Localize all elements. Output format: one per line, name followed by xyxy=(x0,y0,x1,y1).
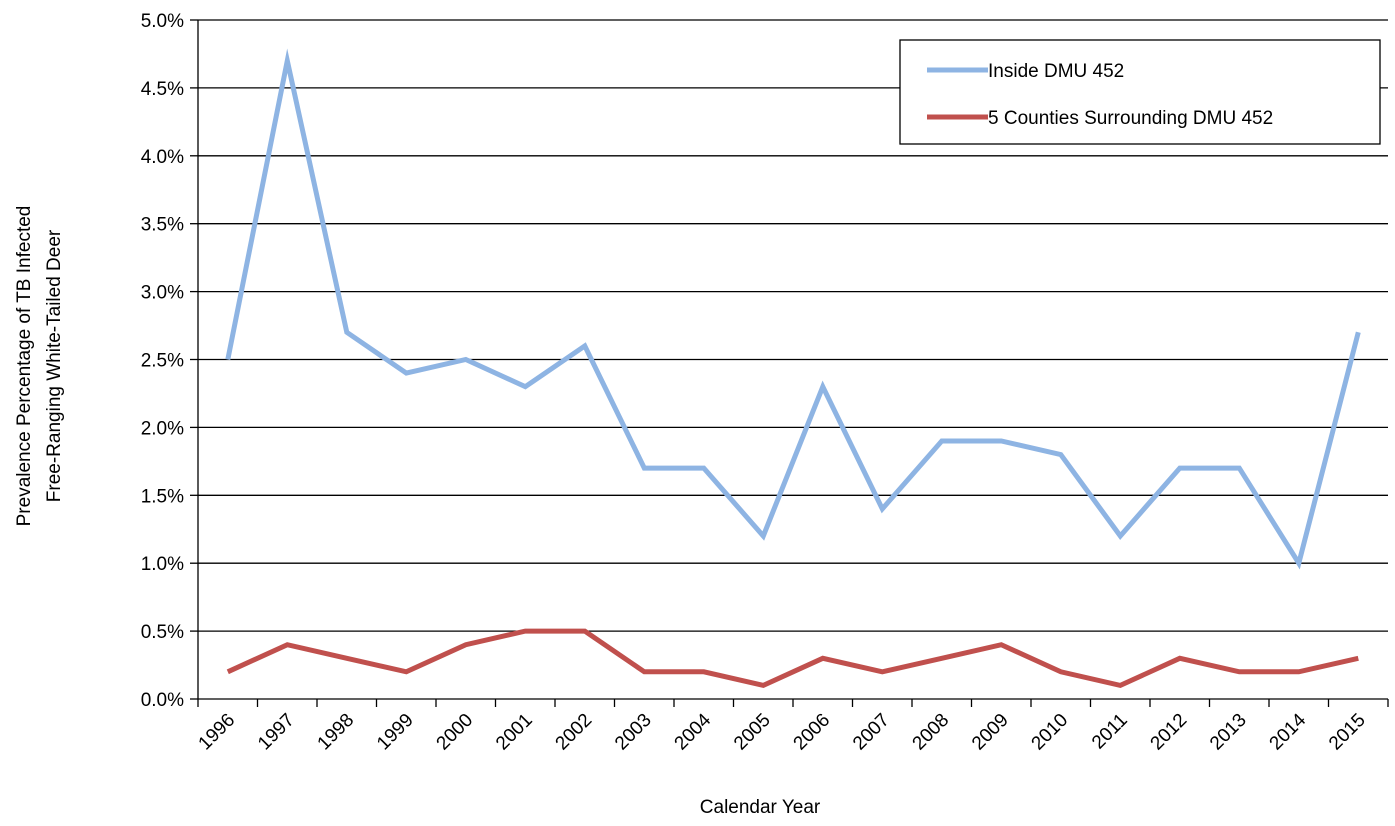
legend-label: Inside DMU 452 xyxy=(988,61,1124,82)
x-tick-label: 2014 xyxy=(1266,709,1311,754)
x-tick-label: 2000 xyxy=(433,710,478,755)
x-tick-label: 2003 xyxy=(611,710,656,755)
y-tick-label: 5.0% xyxy=(141,11,184,32)
y-tick-labels: 0.0% 0.5% 1.0% 1.5% 2.0% 2.5% 3.0% 3.5% 4.0% 4.5%… xyxy=(141,11,184,711)
y-tick-label: 2.0% xyxy=(141,418,184,439)
legend-box xyxy=(899,39,1381,145)
y-tick-label: 3.5% xyxy=(141,215,184,236)
x-tick-label: 2007 xyxy=(849,710,894,755)
y-tick-label: 2.5% xyxy=(141,351,184,372)
series-lines xyxy=(225,48,1361,689)
gridlines xyxy=(198,19,1388,632)
x-tick-label: 2002 xyxy=(552,710,597,755)
x-tick-label: 2009 xyxy=(968,710,1013,755)
legend: Inside DMU 452 5 Counties Surrounding DMU… xyxy=(899,39,1381,145)
x-tick-label: 2011 xyxy=(1088,710,1132,754)
series-line-2 xyxy=(226,628,1359,689)
x-tick-label: 2008 xyxy=(909,710,954,755)
y-tick-label: 0.0% xyxy=(141,690,184,711)
x-tick-label: 2013 xyxy=(1206,710,1251,755)
y-tick-label: 3.0% xyxy=(141,283,184,304)
legend-label: 5 Counties Surrounding DMU 452 xyxy=(988,108,1273,129)
x-tick-label: 2005 xyxy=(730,710,775,755)
x-tick-label: 2001 xyxy=(492,710,537,755)
x-tick-label: 2006 xyxy=(790,710,835,755)
x-tick-label: 1999 xyxy=(373,710,418,755)
y-tick-label: 1.0% xyxy=(141,554,184,575)
y-axis-label: Prevalence Percentage of TB Infected Fre… xyxy=(14,206,65,527)
x-tick-label: 2012 xyxy=(1147,710,1192,755)
x-tick-label: 2015 xyxy=(1325,710,1370,755)
y-tick-label: 4.0% xyxy=(141,147,184,168)
x-tick-label: 1996 xyxy=(195,710,240,755)
x-tick-label: 2010 xyxy=(1028,710,1073,755)
y-tick-label: 0.5% xyxy=(141,622,184,643)
y-axis-label-line-2: Free-Ranging White-Tailed Deer xyxy=(44,229,65,502)
x-tick-label: 2004 xyxy=(671,709,716,754)
y-axis-label-line-1: Prevalence Percentage of TB Infected xyxy=(14,206,35,527)
axes xyxy=(190,19,1389,707)
x-axis-label: Calendar Year xyxy=(700,797,821,818)
x-tick-label: 1998 xyxy=(314,710,359,755)
y-tick-label: 4.5% xyxy=(141,79,184,100)
y-tick-label: 1.5% xyxy=(141,486,184,507)
x-tick-label: 1997 xyxy=(254,710,299,755)
series-line-1 xyxy=(225,48,1361,570)
x-tick-labels: 1996 1997 1998 1999 2000 2001 2002 2003 2004 2005… xyxy=(195,709,1370,754)
